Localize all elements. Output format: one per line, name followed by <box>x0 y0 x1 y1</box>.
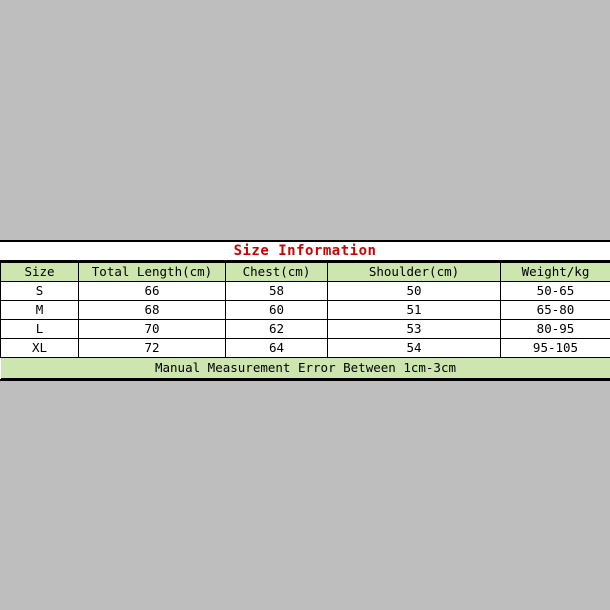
cell-total-length: 72 <box>78 338 226 358</box>
table-header-row: Size Total Length(cm) Chest(cm) Shoulder… <box>0 262 610 282</box>
measurement-note: Manual Measurement Error Between 1cm-3cm <box>0 357 610 379</box>
cell-chest: 64 <box>225 338 328 358</box>
cell-shoulder: 53 <box>327 319 501 339</box>
column-header-total-length: Total Length(cm) <box>78 262 226 282</box>
table-row: L 70 62 53 80-95 <box>0 319 610 339</box>
chart-title-band: Size Information <box>0 242 610 262</box>
table-footer-row: Manual Measurement Error Between 1cm-3cm <box>0 357 610 379</box>
column-header-weight: Weight/kg <box>500 262 610 282</box>
cell-shoulder: 50 <box>327 281 501 301</box>
cell-size: S <box>0 281 79 301</box>
size-information-chart: Size Information Size Total Length(cm) C… <box>0 240 610 381</box>
cell-chest: 58 <box>225 281 328 301</box>
cell-size: L <box>0 319 79 339</box>
cell-weight: 95-105 <box>500 338 610 358</box>
cell-shoulder: 51 <box>327 300 501 320</box>
column-header-size: Size <box>0 262 79 282</box>
cell-size: XL <box>0 338 79 358</box>
table-row: XL 72 64 54 95-105 <box>0 338 610 358</box>
cell-shoulder: 54 <box>327 338 501 358</box>
cell-weight: 50-65 <box>500 281 610 301</box>
cell-total-length: 68 <box>78 300 226 320</box>
table-row: S 66 58 50 50-65 <box>0 281 610 301</box>
cell-size: M <box>0 300 79 320</box>
table-row: M 68 60 51 65-80 <box>0 300 610 320</box>
cell-weight: 65-80 <box>500 300 610 320</box>
size-table: Size Total Length(cm) Chest(cm) Shoulder… <box>0 262 610 379</box>
column-header-shoulder: Shoulder(cm) <box>327 262 501 282</box>
cell-chest: 62 <box>225 319 328 339</box>
cell-total-length: 70 <box>78 319 226 339</box>
cell-weight: 80-95 <box>500 319 610 339</box>
cell-total-length: 66 <box>78 281 226 301</box>
chart-title: Size Information <box>233 243 377 259</box>
cell-chest: 60 <box>225 300 328 320</box>
column-header-chest: Chest(cm) <box>225 262 328 282</box>
